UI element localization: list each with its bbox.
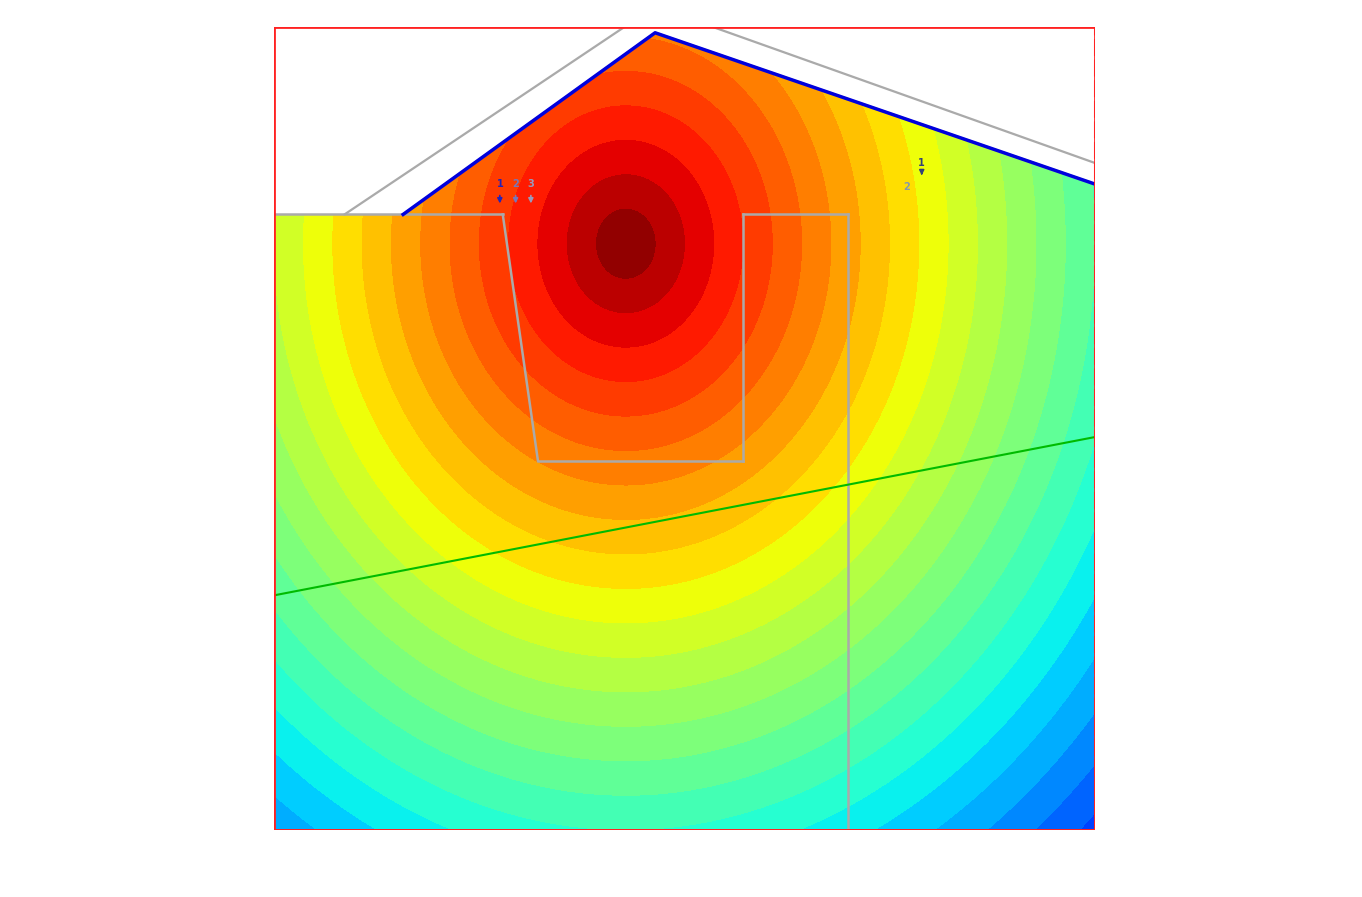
Text: 1: 1 — [496, 179, 503, 188]
Text: 3: 3 — [527, 179, 534, 188]
Polygon shape — [215, 0, 1154, 830]
Text: 2: 2 — [512, 179, 519, 188]
Polygon shape — [215, 0, 403, 214]
Text: 2: 2 — [904, 182, 910, 192]
Text: 1: 1 — [918, 158, 925, 168]
